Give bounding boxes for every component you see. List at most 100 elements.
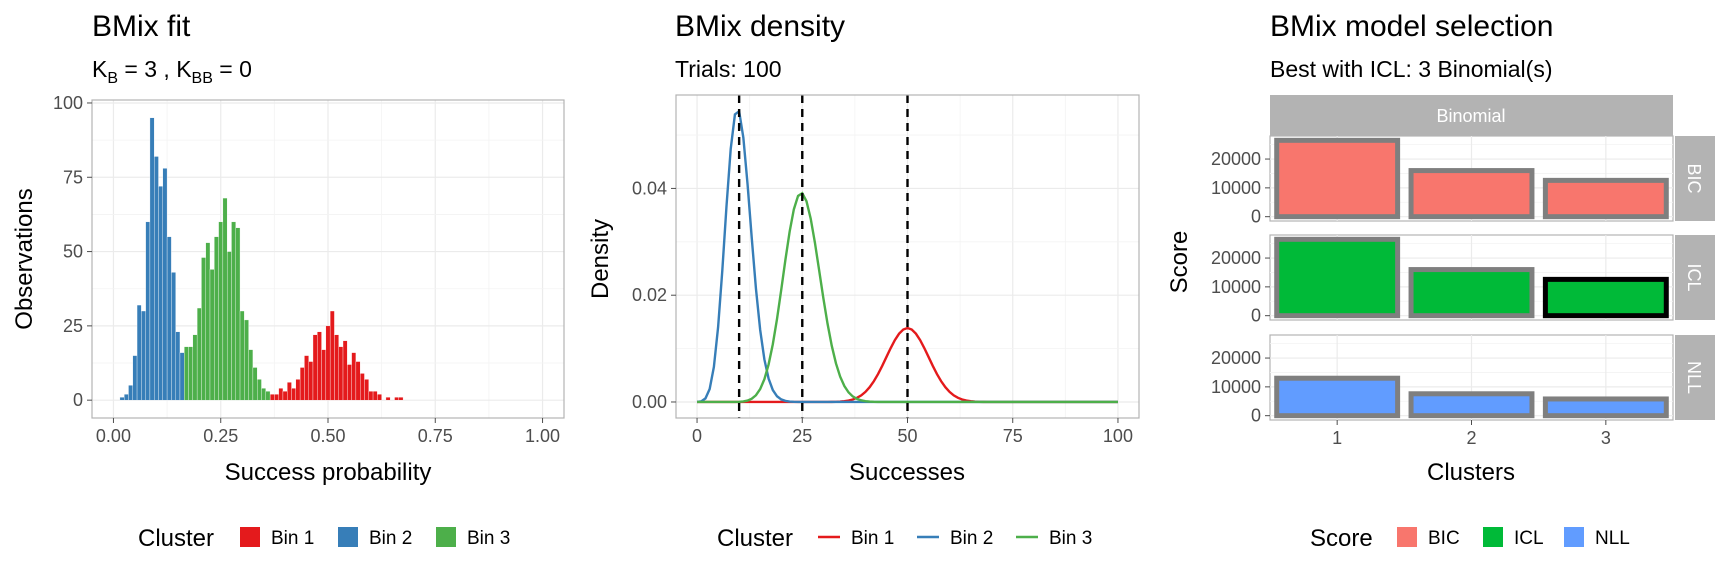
fit-bar xyxy=(312,334,318,401)
selection-facet-bic: 0 10000 20000 BIC xyxy=(1211,135,1715,227)
fit-bar xyxy=(166,236,172,401)
selection-bar xyxy=(1274,137,1401,220)
density-x-tick-label: 0 xyxy=(692,426,702,446)
fit-bar xyxy=(214,236,219,401)
fit-x-tick-label: 0.75 xyxy=(418,426,453,446)
selection-legend-title: Score xyxy=(1310,525,1373,552)
selection-title: BMix model selection xyxy=(1270,10,1553,43)
fit-legend-label-bin3: Bin 3 xyxy=(467,528,510,549)
selection-strip-nll xyxy=(1675,335,1715,420)
fit-bar xyxy=(261,388,266,401)
fit-bar xyxy=(257,379,262,401)
density-y-label: Density xyxy=(587,219,614,299)
density-x-tick-label: 100 xyxy=(1103,426,1133,446)
fit-bar xyxy=(398,397,404,401)
fit-bar xyxy=(329,310,335,401)
fit-legend-label-bin1: Bin 1 xyxy=(271,528,314,549)
selection-bar xyxy=(1542,177,1669,220)
fit-y-tick-label: 0 xyxy=(73,390,83,410)
selection-legend-key-icl xyxy=(1483,527,1503,547)
selection-x-tick-label: 3 xyxy=(1601,428,1611,448)
selection-y-tick-label: 0 xyxy=(1251,406,1261,426)
selection-y-tick-label: 0 xyxy=(1251,306,1261,326)
selection-legend-label-nll: NLL xyxy=(1595,528,1630,549)
density-y-tick-label: 0.04 xyxy=(632,178,667,198)
selection-legend-key-nll xyxy=(1564,527,1584,547)
fit-bar xyxy=(209,269,215,401)
selection-strip-label-bic: BIC xyxy=(1684,163,1704,193)
density-y-tick-label: 0.02 xyxy=(632,285,667,305)
density-legend-label-bin1: Bin 1 xyxy=(851,528,894,549)
fit-bar xyxy=(372,391,378,401)
density-x-ticks: 0 25 50 75 100 xyxy=(692,418,1133,446)
fit-x-ticks: 0.00 0.25 0.50 0.75 1.00 xyxy=(96,418,560,446)
fit-bars xyxy=(119,117,404,401)
density-subtitle: Trials: 100 xyxy=(675,56,782,82)
fit-bar xyxy=(265,391,271,401)
fit-y-tick-label: 100 xyxy=(53,93,83,113)
fit-bar xyxy=(355,361,361,401)
fit-legend-key-bin2 xyxy=(338,527,358,547)
fit-bar xyxy=(308,361,314,401)
selection-strip-top-label: Binomial xyxy=(1436,106,1505,126)
fit-title: BMix fit xyxy=(92,10,191,43)
selection-y-label: Score xyxy=(1166,231,1193,294)
fit-subtitle-sub-b: B xyxy=(107,70,118,87)
selection-legend-label-icl: ICL xyxy=(1514,528,1544,549)
selection-facets: 0 10000 20000 BIC 0 10000 20000 ICL 0 10000 20000 N… xyxy=(1211,135,1715,426)
fit-bar xyxy=(231,221,236,401)
fit-bar xyxy=(136,304,142,401)
density-curves xyxy=(696,109,1118,404)
fit-x-label: Success probability xyxy=(225,459,432,486)
fit-bar xyxy=(205,242,211,401)
fit-bar xyxy=(287,382,292,401)
selection-legend: Score BIC ICL NLL xyxy=(1310,525,1630,552)
fit-bar xyxy=(274,394,279,401)
fit-bar xyxy=(368,391,374,401)
density-legend-title: Cluster xyxy=(717,525,793,552)
density-y-ticks: 0.00 0.02 0.04 xyxy=(632,178,676,412)
fit-legend-key-bin3 xyxy=(436,527,456,547)
density-panel: BMix density Trials: 100 0 25 50 75 100 0.00… xyxy=(587,10,1140,552)
fit-bar xyxy=(128,385,133,401)
density-title: BMix density xyxy=(675,10,845,43)
selection-facet-icl: 0 10000 20000 ICL xyxy=(1211,234,1715,326)
fit-bar xyxy=(196,307,202,401)
fit-bar xyxy=(162,168,168,401)
selection-x-tick-label: 1 xyxy=(1332,428,1342,448)
selection-x-label: Clusters xyxy=(1427,459,1515,486)
fit-legend-title: Cluster xyxy=(138,525,214,552)
fit-x-tick-label: 0.25 xyxy=(203,426,238,446)
density-legend-label-bin2: Bin 2 xyxy=(950,528,993,549)
selection-y-tick-label: 10000 xyxy=(1211,178,1261,198)
fit-bar xyxy=(145,221,151,401)
selection-strip-top xyxy=(1270,95,1673,136)
fit-bar xyxy=(338,346,344,401)
fit-x-tick-label: 1.00 xyxy=(525,426,560,446)
selection-facet-nll: 0 10000 20000 NLL xyxy=(1211,334,1715,426)
fit-x-tick-label: 0.50 xyxy=(310,426,345,446)
fit-y-label: Observations xyxy=(11,188,38,329)
density-x-tick-label: 75 xyxy=(1003,426,1023,446)
fit-x-tick-label: 0.00 xyxy=(96,426,131,446)
fit-bar xyxy=(222,197,228,401)
fit-bar xyxy=(377,394,382,401)
density-curve xyxy=(697,191,1118,404)
fit-bar xyxy=(342,340,348,401)
density-y-tick-label: 0.00 xyxy=(632,392,667,412)
density-legend-label-bin3: Bin 3 xyxy=(1049,528,1092,549)
fit-bar xyxy=(154,156,159,401)
fit-legend: Cluster Bin 1 Bin 2 Bin 3 xyxy=(138,525,510,552)
fit-bar xyxy=(325,325,331,401)
fit-panel: BMix fit KB = 3 , KBB = 0 0.00 0.25 0.50 0.… xyxy=(11,10,565,552)
fit-subtitle-k: K xyxy=(92,56,108,82)
fit-bar xyxy=(124,394,129,401)
fit-bar xyxy=(184,346,189,401)
fit-subtitle-eq-bb: = 0 xyxy=(213,56,252,82)
fit-bar xyxy=(334,334,339,401)
selection-bar xyxy=(1408,391,1535,419)
fit-subtitle-eq-b: = 3 , xyxy=(118,56,176,82)
fit-bar xyxy=(360,373,365,401)
fit-bar xyxy=(171,272,176,401)
fit-bar xyxy=(158,186,163,401)
